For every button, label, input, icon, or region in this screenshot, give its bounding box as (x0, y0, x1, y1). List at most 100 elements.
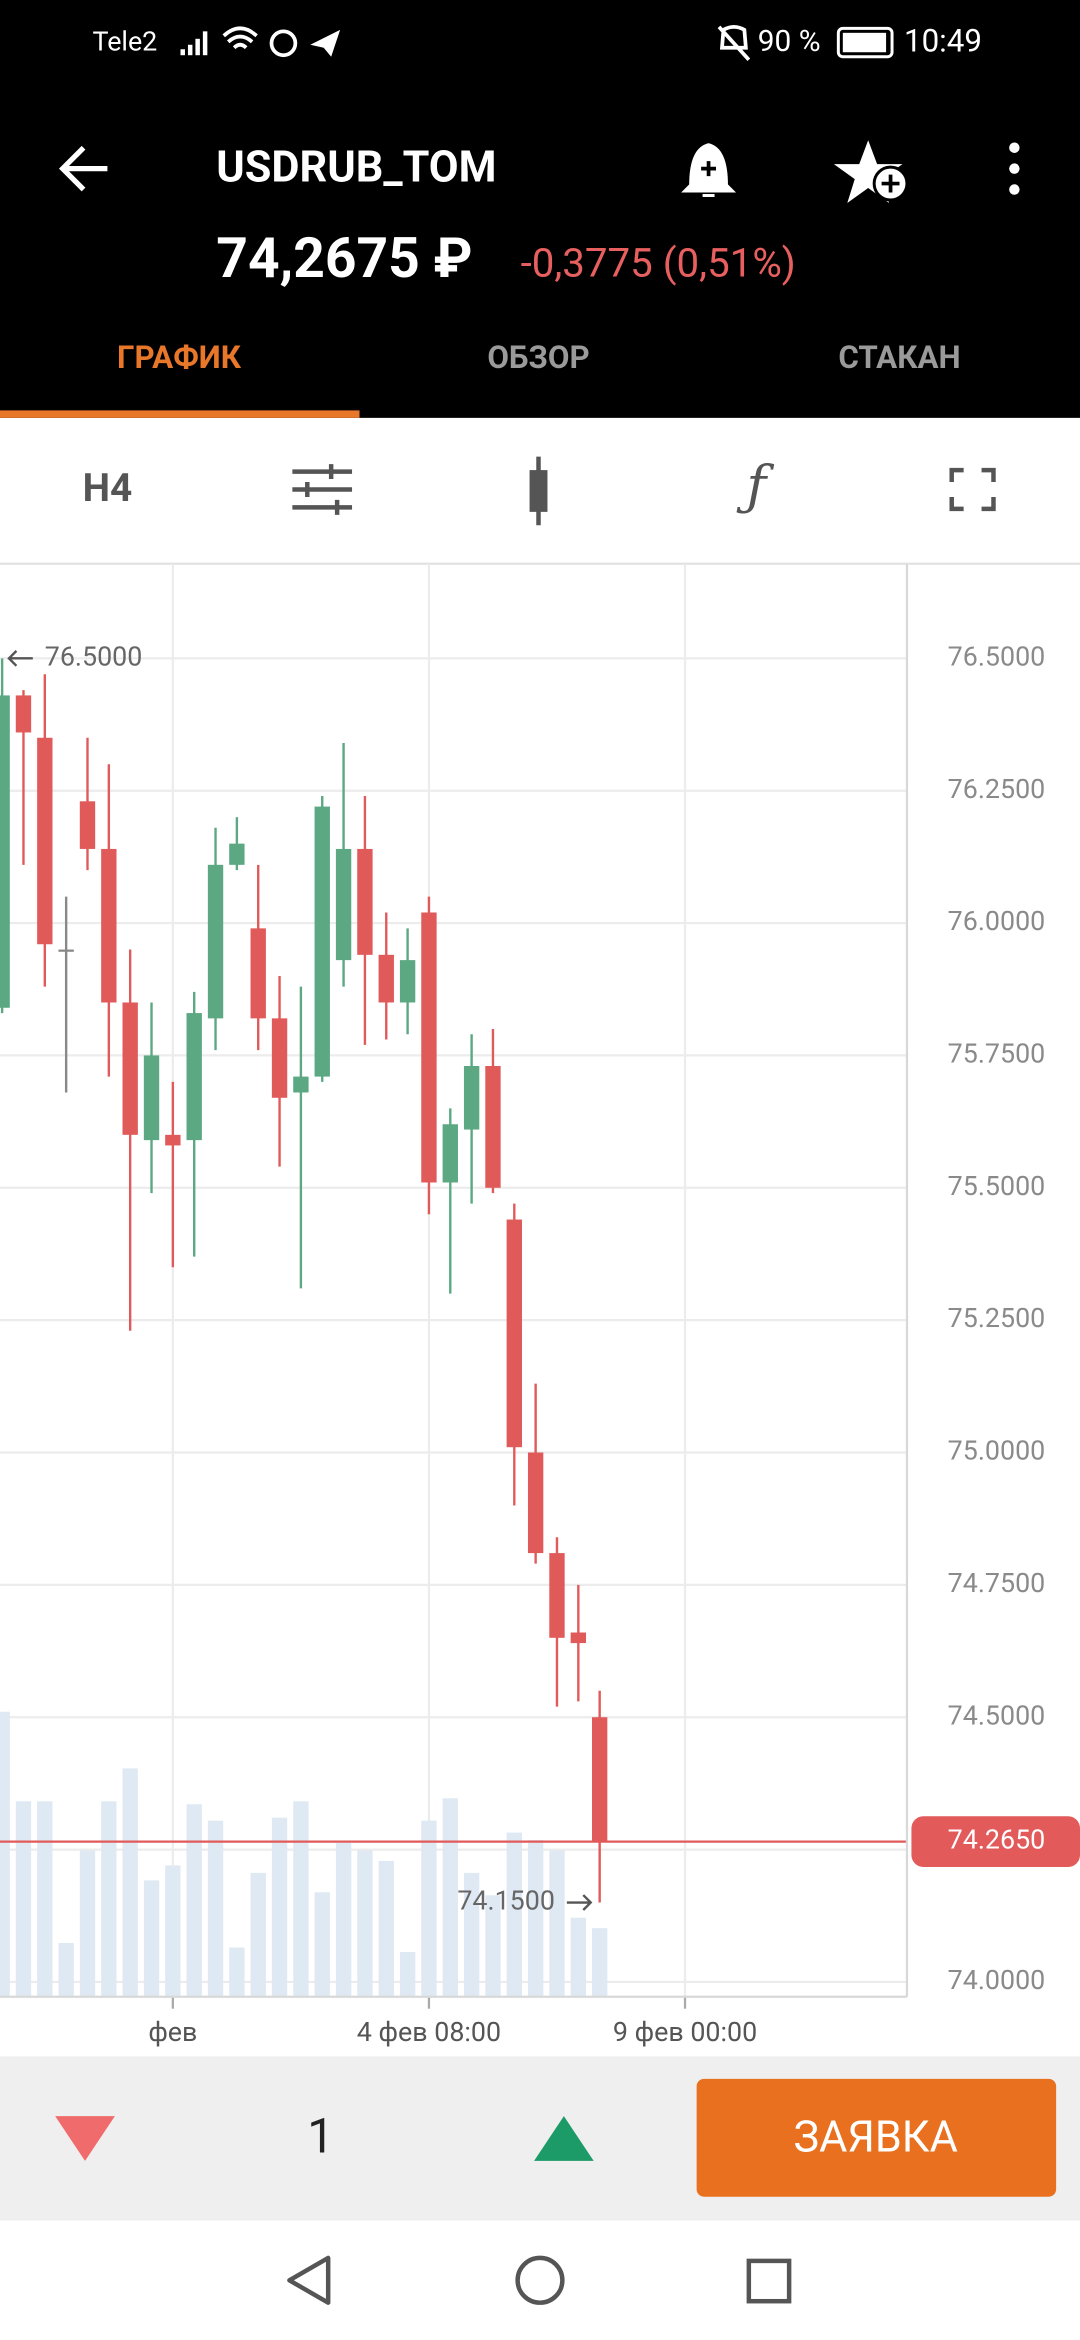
candle-body (15, 695, 32, 733)
alert-plus (701, 161, 717, 177)
volume-bar (229, 1947, 245, 1997)
volume-bar (58, 1943, 74, 1997)
candle-body (0, 695, 10, 1008)
volume-bar (549, 1850, 565, 1997)
candle-type-button[interactable] (529, 456, 548, 526)
wifi-icon (222, 26, 258, 50)
volume-bar (399, 1951, 416, 1997)
candle-body (549, 1553, 565, 1638)
candle-body (250, 928, 266, 1019)
candle-body (463, 1066, 480, 1130)
nav-bar (0, 2220, 1080, 2340)
volume-bar (79, 1850, 96, 1997)
volume-bar (186, 1804, 202, 1997)
volume-bar (485, 1895, 501, 1997)
candle-body (143, 1055, 160, 1141)
carrier: Tele2 (92, 25, 157, 57)
candle-body (399, 960, 416, 1003)
favorite-plus-sign (881, 174, 900, 193)
candle-body (314, 806, 330, 1077)
price-change: -0,3775 (0,51%) (521, 239, 796, 286)
nav-home[interactable] (515, 2255, 565, 2305)
nav-recent[interactable] (746, 2258, 792, 2304)
volume-bar (207, 1820, 224, 1997)
y-tick-label: 75.0000 (948, 1435, 1046, 1467)
candle-body (122, 1002, 138, 1135)
buy-button[interactable] (534, 2116, 594, 2161)
mute-icon (717, 25, 751, 61)
candle-body (570, 1632, 587, 1644)
settings-button[interactable] (292, 464, 353, 515)
volume-bar (293, 1801, 309, 1997)
order-button-label: ЗАЯВКА (793, 2111, 957, 2162)
ticker-title: USDRUB_TOM (216, 142, 496, 193)
tab-indicator (0, 410, 360, 418)
candle-body (442, 1124, 458, 1183)
x-tick-label: фев (148, 2016, 197, 2048)
sell-button[interactable] (55, 2116, 115, 2161)
chart: 74.000074.250074.500074.750075.000075.25… (0, 564, 1080, 2048)
y-tick-label: 76.0000 (948, 905, 1046, 937)
y-tick-label: 74.0000 (948, 1964, 1046, 1996)
candle-body (229, 843, 245, 865)
candle-body (378, 954, 394, 1003)
candle-body (357, 848, 373, 955)
battery-percent: 90 % (758, 24, 821, 59)
volume-bar (0, 1711, 10, 1997)
volume-bar (122, 1768, 138, 1997)
indicators-button[interactable]: ƒ (736, 453, 774, 516)
clock: 10:49 (904, 23, 982, 60)
alarm-icon (269, 29, 298, 58)
candle-body (421, 912, 437, 1183)
volume-bar (570, 1917, 587, 1997)
interval-button[interactable]: H4 (83, 466, 133, 511)
tab[interactable]: СТАКАН (838, 339, 960, 376)
telegram-icon (310, 29, 341, 57)
candle-body (165, 1134, 181, 1146)
candle-body (101, 848, 117, 1003)
tab[interactable]: ГРАФИК (117, 339, 242, 376)
candle-body (591, 1717, 608, 1842)
volume-bar (335, 1843, 352, 1997)
volume-bar (506, 1832, 522, 1997)
fullscreen-button[interactable] (949, 467, 996, 512)
x-tick-label: 9 фев 00:00 (613, 2016, 757, 2048)
y-tick-label: 75.7500 (948, 1038, 1046, 1070)
app-header-bg (0, 0, 1080, 418)
y-tick-label: 74.7500 (948, 1567, 1046, 1599)
candle-body (37, 737, 53, 945)
y-tick-label: 75.2500 (948, 1302, 1046, 1334)
back-button[interactable] (58, 145, 108, 192)
volume-bar (378, 1860, 394, 1997)
candle-body (335, 848, 352, 961)
candle-body (293, 1076, 309, 1093)
battery-level (842, 32, 887, 53)
order-button[interactable] (696, 2078, 1057, 2197)
x-tick-label: 4 фев 08:00 (357, 2016, 501, 2048)
volume-bar (250, 1872, 266, 1997)
candle-body (207, 864, 224, 1019)
volume-bar (442, 1798, 458, 1997)
y-tick-label: 76.2500 (948, 773, 1046, 805)
quantity[interactable]: 1 (307, 2109, 334, 2165)
favorite-button[interactable] (833, 140, 903, 203)
candle-body (79, 801, 96, 849)
last-price-label: 74.2650 (948, 1824, 1046, 1856)
volume-bar (165, 1865, 181, 1997)
signal-icon (180, 31, 208, 56)
price: 74,2675 ₽ (216, 227, 472, 291)
volume-bar (101, 1801, 117, 1997)
tab[interactable]: ОБЗОР (487, 339, 589, 376)
high-arrow (7, 650, 33, 667)
menu-button[interactable] (1009, 142, 1020, 195)
nav-back[interactable] (287, 2255, 331, 2305)
volume-bar (15, 1801, 32, 1997)
volume-bar (527, 1840, 544, 1997)
y-tick-label: 74.5000 (948, 1699, 1046, 1731)
candle-body (506, 1219, 522, 1448)
volume-bar (591, 1928, 608, 1997)
y-tick-label: 75.5000 (948, 1170, 1046, 1202)
candle-body (485, 1066, 501, 1188)
